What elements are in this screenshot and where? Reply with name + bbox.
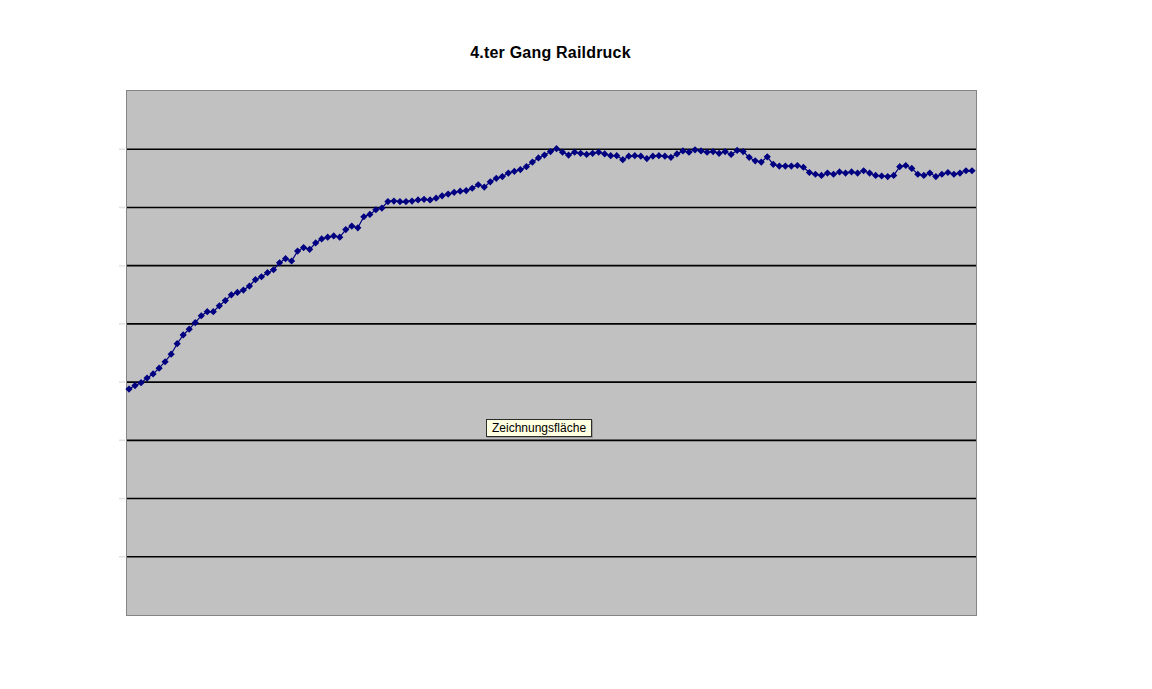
plot-area-tooltip: Zeichnungsfläche xyxy=(486,419,592,437)
plot-area[interactable] xyxy=(126,90,977,616)
chart-window: 4.ter Gang Raildruck Zeichnungsfläche xyxy=(0,0,1152,689)
series-line xyxy=(129,149,972,390)
chart-title[interactable]: 4.ter Gang Raildruck xyxy=(126,44,975,62)
series-markers xyxy=(125,145,975,393)
chart-canvas xyxy=(127,91,976,615)
